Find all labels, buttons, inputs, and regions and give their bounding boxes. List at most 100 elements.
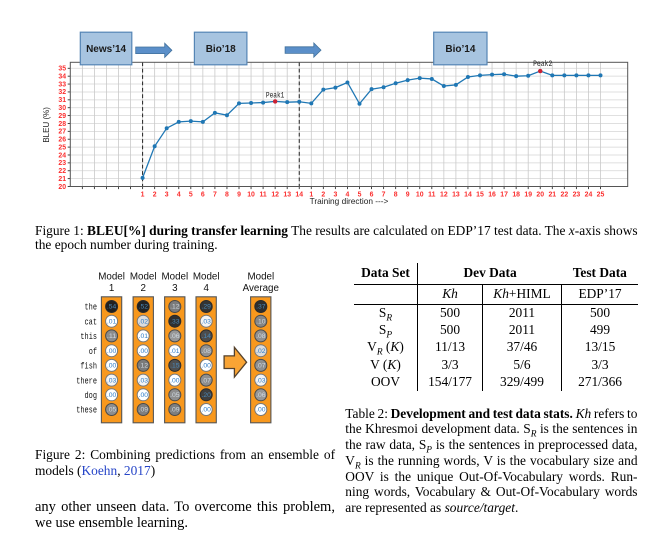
svg-text:8: 8 — [225, 191, 229, 198]
svg-text:5: 5 — [189, 191, 193, 198]
svg-text:25: 25 — [58, 144, 66, 151]
svg-text:18: 18 — [512, 191, 520, 198]
svg-text:8: 8 — [394, 191, 398, 198]
svg-text:.05: .05 — [170, 392, 180, 399]
svg-text:5: 5 — [358, 191, 362, 198]
svg-text:there: there — [76, 375, 97, 386]
svg-text:Model: Model — [130, 272, 157, 283]
svg-text:.02: .02 — [256, 348, 266, 355]
svg-text:32: 32 — [58, 89, 66, 96]
svg-text:2: 2 — [140, 283, 145, 294]
svg-text:.00: .00 — [107, 363, 117, 370]
svg-text:.12: .12 — [139, 363, 149, 370]
svg-text:27: 27 — [58, 129, 66, 136]
svg-text:11: 11 — [428, 191, 435, 198]
svg-text:35: 35 — [58, 66, 66, 73]
svg-text:.03: .03 — [139, 377, 149, 384]
svg-text:Peak2: Peak2 — [533, 60, 552, 69]
svg-text:.03: .03 — [256, 377, 266, 384]
svg-text:.05: .05 — [107, 407, 117, 414]
svg-text:20: 20 — [58, 184, 66, 191]
svg-text:28: 28 — [58, 121, 66, 128]
svg-text:.29: .29 — [202, 304, 212, 311]
svg-text:.01: .01 — [170, 348, 180, 355]
svg-text:dog: dog — [85, 390, 98, 401]
svg-text:Model: Model — [98, 272, 125, 283]
svg-text:4: 4 — [177, 191, 181, 198]
svg-text:of: of — [89, 346, 97, 357]
svg-text:31: 31 — [58, 97, 66, 104]
svg-text:Peak1: Peak1 — [266, 91, 285, 100]
svg-text:.01: .01 — [107, 318, 117, 325]
svg-text:22: 22 — [58, 168, 66, 175]
svg-text:12: 12 — [271, 191, 279, 198]
svg-text:.08: .08 — [256, 333, 266, 340]
svg-text:.09: .09 — [139, 407, 149, 414]
svg-text:.00: .00 — [202, 407, 212, 414]
svg-text:.07: .07 — [202, 377, 212, 384]
svg-text:25: 25 — [597, 191, 605, 198]
svg-text:.00: .00 — [107, 392, 117, 399]
svg-text:3: 3 — [165, 191, 169, 198]
svg-text:15: 15 — [476, 191, 484, 198]
svg-text:cat: cat — [85, 316, 98, 327]
svg-text:9: 9 — [237, 191, 241, 198]
svg-text:3: 3 — [333, 191, 337, 198]
svg-text:.07: .07 — [256, 363, 266, 370]
svg-text:7: 7 — [213, 191, 217, 198]
svg-text:33: 33 — [58, 81, 66, 88]
svg-text:Training direction --->: Training direction ---> — [310, 196, 389, 206]
svg-text:.06: .06 — [256, 392, 266, 399]
svg-text:this: this — [80, 331, 97, 342]
svg-text:Average: Average — [243, 283, 280, 294]
svg-text:fish: fish — [80, 361, 97, 372]
svg-text:29: 29 — [58, 113, 66, 120]
svg-text:4: 4 — [203, 283, 209, 294]
svg-text:.00: .00 — [256, 407, 266, 414]
svg-text:2: 2 — [153, 191, 157, 198]
svg-text:Model: Model — [161, 272, 188, 283]
svg-text:Model: Model — [247, 272, 274, 283]
svg-text:13: 13 — [283, 191, 291, 198]
svg-text:.15: .15 — [170, 363, 180, 370]
svg-text:21: 21 — [58, 176, 66, 183]
svg-text:.09: .09 — [170, 407, 180, 414]
svg-text:.00: .00 — [139, 348, 149, 355]
svg-text:19: 19 — [524, 191, 532, 198]
svg-text:.00: .00 — [139, 392, 149, 399]
svg-text:17: 17 — [500, 191, 508, 198]
svg-text:.33: .33 — [170, 318, 180, 325]
svg-text:24: 24 — [585, 191, 593, 198]
svg-text:.01: .01 — [139, 333, 149, 340]
svg-text:.52: .52 — [139, 304, 149, 311]
svg-text:News’14: News’14 — [86, 44, 126, 55]
svg-text:10: 10 — [247, 191, 255, 198]
svg-text:Bio’18: Bio’18 — [206, 44, 236, 55]
svg-text:the: the — [85, 302, 98, 313]
svg-text:6: 6 — [370, 191, 374, 198]
svg-text:3: 3 — [172, 283, 178, 294]
svg-text:.11: .11 — [107, 333, 117, 340]
svg-text:23: 23 — [573, 191, 581, 198]
svg-text:.12: .12 — [170, 304, 180, 311]
svg-text:.10: .10 — [256, 318, 266, 325]
svg-text:10: 10 — [416, 191, 424, 198]
svg-text:12: 12 — [440, 191, 448, 198]
svg-text:.00: .00 — [107, 348, 117, 355]
svg-text:.37: .37 — [256, 304, 266, 311]
svg-text:1: 1 — [109, 283, 114, 294]
svg-text:.00: .00 — [170, 377, 180, 384]
svg-text:14: 14 — [464, 191, 472, 198]
svg-text:.00: .00 — [202, 363, 212, 370]
svg-text:34: 34 — [58, 73, 66, 80]
svg-text:.08: .08 — [202, 348, 212, 355]
svg-text:7: 7 — [382, 191, 386, 198]
svg-text:4: 4 — [346, 191, 350, 198]
svg-text:Model: Model — [193, 272, 220, 283]
svg-text:16: 16 — [488, 191, 496, 198]
svg-text:23: 23 — [58, 160, 66, 167]
svg-text:20: 20 — [536, 191, 544, 198]
svg-text:.06: .06 — [170, 333, 180, 340]
svg-text:22: 22 — [561, 191, 569, 198]
svg-text:.03: .03 — [202, 318, 212, 325]
